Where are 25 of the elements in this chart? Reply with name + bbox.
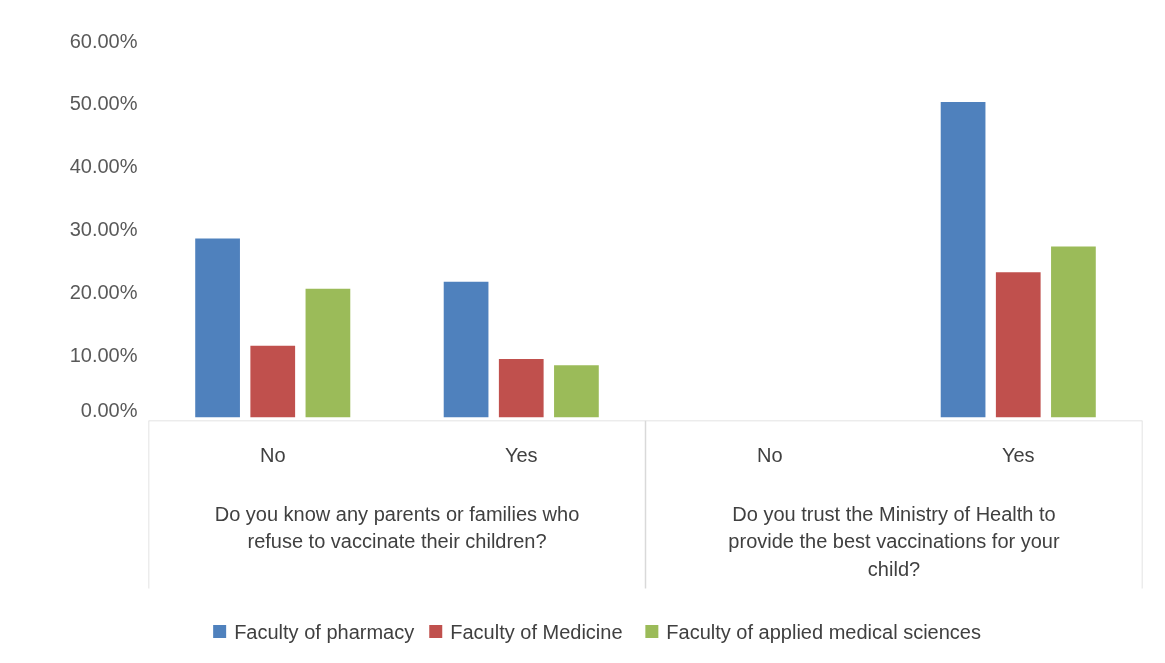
x-tick-label: Yes [1001,443,1035,466]
bar [1051,246,1096,418]
text: Do you trust the Ministry of Health to provide the best vaccinations for your child? [728,502,1060,580]
legend-label: Faculty of pharmacy [234,620,415,643]
y-tick-label: 50.00% [69,92,138,115]
bar [443,281,489,418]
bar [940,102,986,418]
text: Do you know any parents or families who refuse to vaccinate their children? [214,502,580,552]
y-tick-label: 60.00% [69,29,138,52]
bar [554,365,599,418]
bar [195,238,240,418]
bar [250,345,296,418]
x-tick-label: Yes [504,443,538,466]
bar [498,359,544,418]
y-tick-label: 20.00% [69,280,138,303]
y-tick-label: 0.00% [80,398,138,421]
bar [305,288,351,418]
bar [995,272,1041,418]
legend-label: Faculty of applied medical sciences [666,620,981,643]
x-tick-label: No [756,443,783,466]
y-tick-label: 10.00% [69,343,138,366]
y-tick-label: 40.00% [69,155,138,178]
legend-label: Faculty of Medicine [450,620,623,643]
x-tick-label: No [259,443,286,466]
y-tick-label: 30.00% [69,218,138,240]
